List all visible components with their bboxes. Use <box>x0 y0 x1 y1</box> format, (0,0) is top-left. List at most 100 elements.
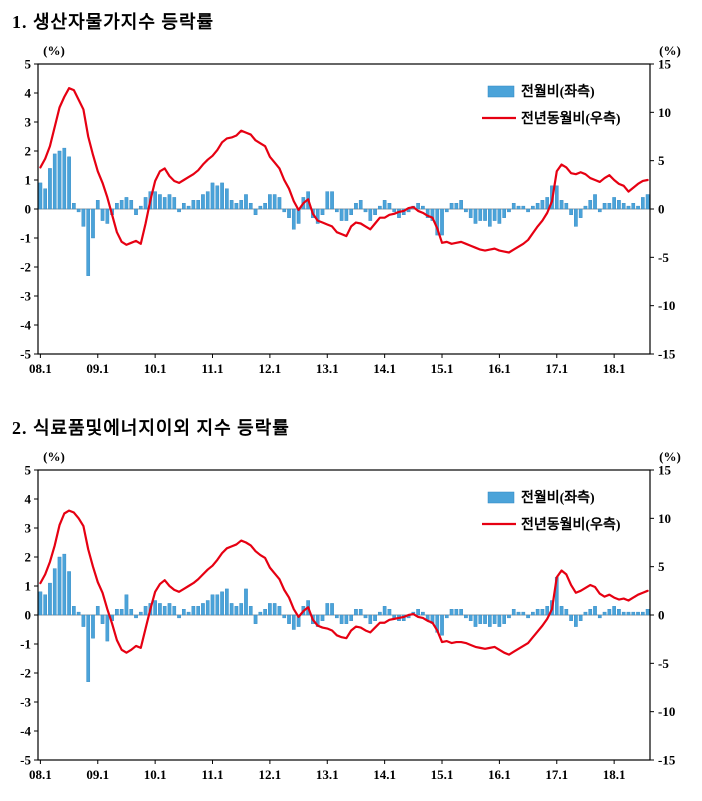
mom-bar <box>559 606 564 616</box>
left-tick-label: 1 <box>25 173 32 188</box>
mom-bar <box>220 591 224 616</box>
mom-bar <box>134 614 138 619</box>
mom-bar <box>631 202 636 210</box>
mom-bar <box>162 606 167 616</box>
mom-bar <box>440 614 444 636</box>
mom-bar <box>181 202 186 210</box>
mom-bar <box>100 208 105 221</box>
mom-bar <box>167 194 172 210</box>
mom-bar <box>43 188 47 210</box>
mom-bar <box>344 614 349 624</box>
mom-bar <box>483 208 487 221</box>
mom-bar <box>325 191 330 210</box>
mom-bar <box>641 197 645 210</box>
mom-bar <box>129 200 134 210</box>
mom-bar <box>248 202 253 210</box>
left-tick-label: -2 <box>20 260 31 275</box>
mom-bar <box>115 608 119 616</box>
mom-bar <box>641 611 645 616</box>
mom-bar <box>631 611 636 616</box>
mom-bar <box>416 608 420 616</box>
mom-bar <box>272 603 277 616</box>
mom-bar <box>244 194 248 210</box>
mom-bar <box>72 202 76 210</box>
mom-bar <box>535 202 540 210</box>
mom-bar <box>621 202 626 210</box>
mom-bar <box>220 182 224 210</box>
x-tick-label: 13.1 <box>316 767 339 782</box>
x-tick-label: 12.1 <box>259 361 282 376</box>
mom-bar <box>57 556 62 616</box>
mom-bar <box>588 608 593 616</box>
right-tick-label: -10 <box>658 704 675 719</box>
mom-bar <box>67 156 71 210</box>
mom-bar <box>382 606 387 616</box>
mom-bar <box>38 182 43 210</box>
mom-bar <box>531 611 535 616</box>
mom-bar <box>167 603 172 616</box>
report-page: 1. 생산자물가지수 등락률 (%) (%) 5 4 3 2 1 0 -1 -2 -3 -4 -5 15 1… <box>0 8 702 794</box>
right-tick-label: 10 <box>658 105 671 120</box>
right-tick-label: 15 <box>658 57 672 72</box>
mom-bar <box>162 197 167 210</box>
mom-bar <box>95 606 100 616</box>
mom-bar <box>416 202 420 210</box>
mom-bar <box>392 208 397 213</box>
mom-bar <box>540 200 545 210</box>
mom-bar <box>483 614 487 624</box>
mom-bar <box>172 606 177 616</box>
x-tick-label: 12.1 <box>259 767 282 782</box>
mom-bar <box>344 208 349 221</box>
mom-bar <box>488 614 492 627</box>
mom-bar <box>158 194 162 210</box>
mom-bar <box>574 208 578 227</box>
mom-bar <box>578 614 583 622</box>
mom-bar <box>186 205 191 210</box>
mom-bar <box>158 603 162 616</box>
mom-bar <box>444 208 449 213</box>
mom-bar <box>153 191 157 210</box>
left-tick-label: -2 <box>20 666 31 681</box>
legend-line-label: 전년동월비(우측) <box>521 516 621 533</box>
mom-bar <box>459 200 463 210</box>
mom-bar <box>335 208 339 213</box>
mom-bar <box>526 208 530 213</box>
left-tick-label: 3 <box>25 521 32 536</box>
mom-bar <box>507 208 511 213</box>
mom-bar <box>124 594 129 616</box>
mom-bar <box>62 553 67 616</box>
mom-bar <box>287 208 291 218</box>
x-tick-label: 16.1 <box>488 767 511 782</box>
ppi-chart-title: 1. 생산자물가지수 등락률 <box>12 12 215 32</box>
mom-bar <box>526 614 530 619</box>
mom-bar <box>387 202 392 210</box>
x-tick-label: 11.1 <box>201 767 223 782</box>
mom-bar <box>205 600 210 616</box>
mom-bar <box>225 188 229 210</box>
mom-bar <box>464 614 468 619</box>
x-tick-label: 08.1 <box>29 361 52 376</box>
mom-bar <box>645 608 650 616</box>
mom-bar <box>138 205 143 210</box>
mom-bar <box>268 603 272 616</box>
mom-bar <box>234 202 239 210</box>
mom-bar <box>115 202 119 210</box>
x-tick-label: 17.1 <box>545 361 568 376</box>
mom-bar <box>229 200 234 210</box>
mom-bar <box>48 168 52 210</box>
mom-bar <box>564 202 569 210</box>
mom-bar <box>91 614 95 639</box>
left-tick-label: -4 <box>20 724 31 739</box>
mom-bar <box>320 614 325 622</box>
mom-bar <box>540 608 545 616</box>
mom-bar <box>368 614 373 624</box>
mom-bar <box>535 608 540 616</box>
x-tick-label: 08.1 <box>29 767 52 782</box>
mom-bar <box>105 208 110 224</box>
mom-bar <box>636 205 640 210</box>
mom-bar <box>612 606 616 616</box>
legend-bar-swatch <box>487 491 515 504</box>
mom-bar <box>177 614 181 619</box>
mom-bar <box>48 582 52 616</box>
x-tick-label: 18.1 <box>603 361 626 376</box>
